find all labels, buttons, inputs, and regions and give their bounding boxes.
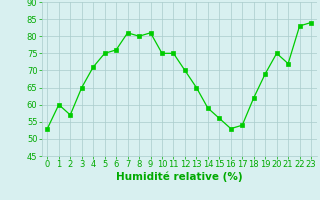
X-axis label: Humidité relative (%): Humidité relative (%) [116, 172, 243, 182]
